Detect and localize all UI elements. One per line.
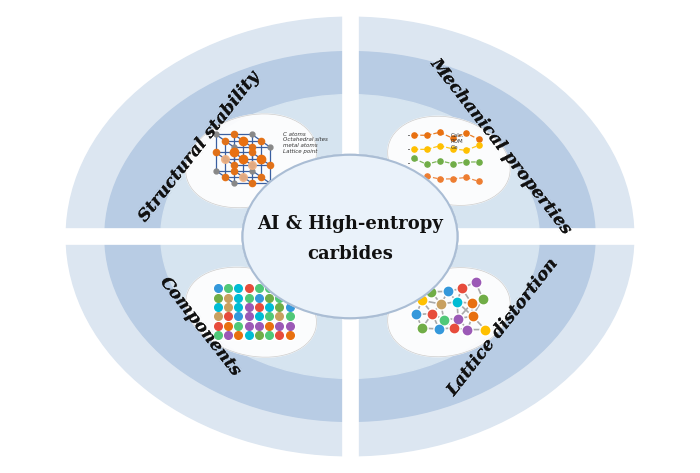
Text: Structural stability: Structural stability [136,68,263,225]
Ellipse shape [105,52,595,421]
Text: Lattice distortion: Lattice distortion [444,254,562,399]
Text: C atoms
Octahedral sites
metal atoms
Lattice point: C atoms Octahedral sites metal atoms Lat… [283,131,328,154]
Text: Lattice distortion: Lattice distortion [444,254,562,399]
Point [421,160,433,168]
Ellipse shape [186,114,316,208]
Point [473,136,484,143]
Point [408,131,419,139]
Text: Components: Components [155,274,244,380]
Point [434,129,445,136]
Point [447,134,458,142]
Text: Structural stability: Structural stability [136,68,263,225]
Ellipse shape [242,155,458,318]
Point [434,142,445,149]
Text: Mechanical properties: Mechanical properties [426,55,575,238]
Text: Components: Components [155,274,244,380]
Ellipse shape [66,17,634,456]
Text: Calc.
ROM
Ge: Calc. ROM Ge [451,133,464,150]
Point [447,160,458,167]
Point [408,176,419,184]
Ellipse shape [161,95,539,378]
Point [447,145,458,153]
Point [408,155,419,162]
Point [434,175,445,183]
Ellipse shape [388,116,510,205]
Point [461,158,472,166]
Point [473,178,484,185]
Point [421,172,433,180]
Point [473,141,484,149]
Point [434,157,445,165]
Point [447,175,458,183]
Ellipse shape [242,155,458,318]
Point [461,129,472,137]
Point [421,146,433,153]
Text: Mechanical properties: Mechanical properties [426,55,575,238]
Text: AI & High-entropy: AI & High-entropy [257,215,443,233]
Ellipse shape [186,267,316,357]
Text: AI & High-entropy: AI & High-entropy [257,215,443,233]
Text: carbides: carbides [307,245,393,263]
Point [421,131,433,139]
Point [461,147,472,154]
Point [408,146,419,153]
Point [473,158,484,166]
Ellipse shape [388,268,510,357]
Text: carbides: carbides [307,245,393,263]
Point [461,174,472,181]
